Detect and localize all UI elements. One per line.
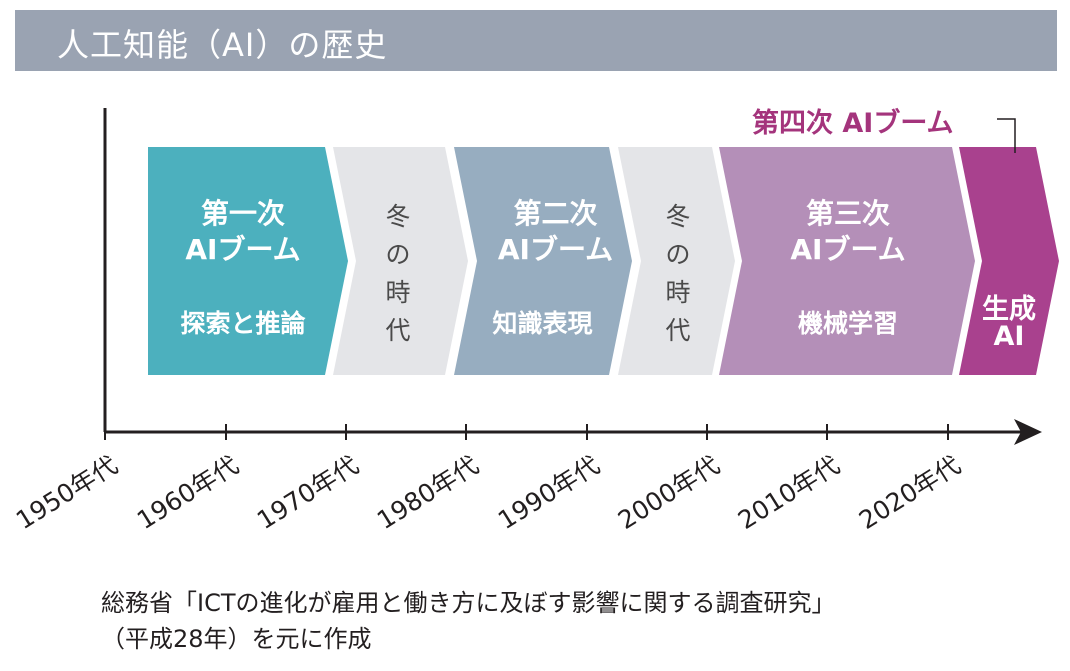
- winter-2-char-2: の: [665, 240, 691, 269]
- winter-2-char-4: 代: [665, 316, 691, 345]
- second-boom-theme: 知識表現: [492, 309, 593, 338]
- x-axis-ticks: [104, 424, 949, 440]
- second-boom-subtitle: AIブーム: [497, 233, 614, 266]
- title-bar: 人工知能（AI）の歴史: [15, 10, 1057, 71]
- source-line-2: （平成28年）を元に作成: [101, 625, 372, 653]
- third-boom-title: 第三次: [805, 197, 890, 230]
- fourth-boom-bracket: [997, 118, 1016, 153]
- generative-ai-title: 生成: [982, 294, 1036, 325]
- first-boom-subtitle: AIブーム: [185, 233, 301, 266]
- x-axis-arrowhead: [1014, 419, 1042, 445]
- third-boom-subtitle: AIブーム: [790, 233, 906, 266]
- page-title: 人工知能（AI）の歴史: [57, 26, 388, 64]
- chevron-generative-ai: [959, 147, 1059, 375]
- chevron-first-boom: [148, 147, 348, 375]
- chevron-winter-1: [333, 147, 468, 375]
- third-boom-theme: 機械学習: [797, 309, 898, 338]
- winter-2-char-1: 冬: [665, 202, 691, 231]
- winter-2-char-3: 時: [665, 278, 691, 307]
- chevron-winter-2: [618, 147, 735, 375]
- chevron-second-boom: [454, 147, 632, 375]
- first-boom-title: 第一次: [200, 197, 285, 230]
- winter-1-char-2: の: [385, 240, 411, 269]
- source-note: 総務省「ICTの進化が雇用と働き方に及ぼす影響に関する調査研究」 （平成28年）…: [101, 585, 836, 657]
- winter-1-label: 冬 の 時 代: [378, 198, 418, 350]
- winter-1-char-3: 時: [385, 278, 411, 307]
- first-boom-theme: 探索と推論: [180, 309, 306, 338]
- winter-1-char-1: 冬: [385, 202, 411, 231]
- generative-ai-subtitle: AI: [993, 321, 1025, 352]
- source-line-1: 総務省「ICTの進化が雇用と働き方に及ぼす影響に関する調査研究」: [101, 589, 836, 617]
- winter-2-label: 冬 の 時 代: [658, 198, 698, 350]
- chevron-third-boom: [719, 147, 975, 375]
- winter-1-char-4: 代: [385, 316, 411, 345]
- fourth-boom-label: 第四次 AIブーム: [752, 108, 954, 139]
- second-boom-title: 第二次: [513, 197, 598, 230]
